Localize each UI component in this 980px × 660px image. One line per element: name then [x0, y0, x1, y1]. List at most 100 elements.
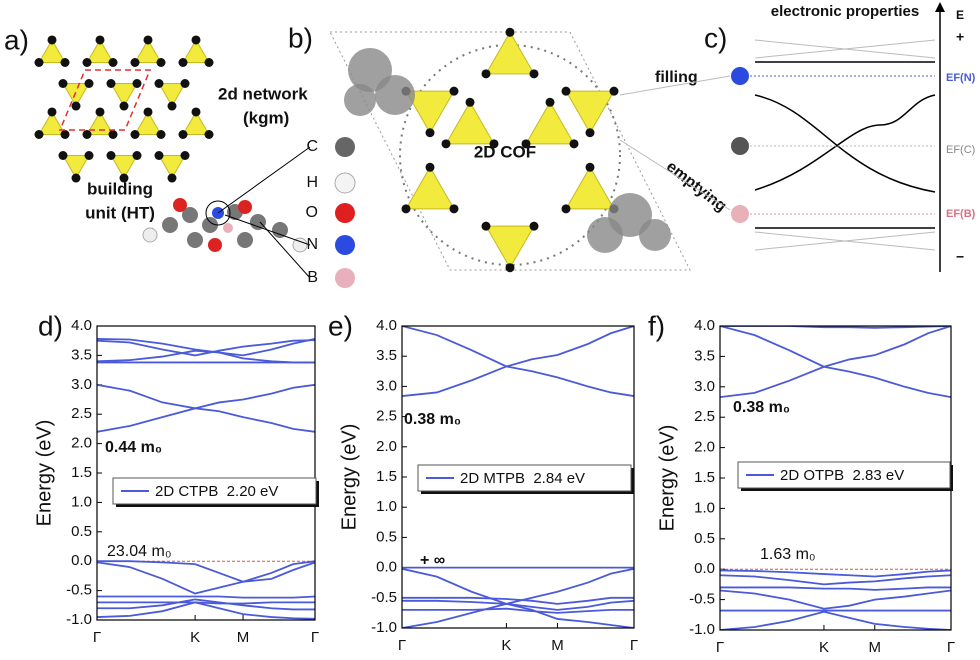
- band-line: [97, 407, 315, 433]
- vertex: [84, 78, 94, 88]
- vertex: [529, 221, 539, 231]
- panel-label: d): [38, 310, 63, 341]
- bands: [402, 326, 634, 628]
- panel-label: e): [328, 310, 353, 341]
- vertex: [84, 150, 94, 160]
- y-tick-label: 4.0: [71, 317, 92, 334]
- triangle: [62, 82, 90, 108]
- band-line: [402, 326, 634, 397]
- annotation: 0.38 m₀: [733, 399, 790, 416]
- x-tick-label: M: [551, 637, 564, 654]
- triangle: [565, 90, 615, 134]
- bands: [720, 326, 951, 630]
- triangle: [86, 110, 114, 136]
- vertex: [71, 173, 81, 183]
- y-axis-label: Energy (eV): [656, 425, 678, 532]
- vertex: [132, 78, 142, 88]
- legend-label: 2D CTPB 2.20 eV: [155, 483, 278, 500]
- vertex: [204, 58, 214, 68]
- y-tick-label: 0.5: [71, 523, 92, 540]
- vertex: [545, 97, 555, 107]
- vertex: [505, 263, 515, 273]
- x-tick-label: K: [501, 637, 511, 654]
- vertex: [191, 107, 201, 117]
- vertex: [34, 58, 44, 68]
- x-tick-label: Γ: [93, 629, 101, 646]
- arrow-head: [935, 2, 945, 12]
- vertex: [191, 35, 201, 45]
- y-tick-label: 3.5: [694, 347, 715, 364]
- y-tick-label: 1.5: [71, 464, 92, 481]
- schematic-bands: [750, 39, 936, 251]
- vertex: [130, 58, 140, 68]
- band-line: [720, 326, 951, 399]
- emptying-label: emptying: [663, 158, 730, 215]
- axis-plus: +: [956, 29, 964, 45]
- y-tick-label: -0.5: [689, 591, 715, 608]
- vertex: [132, 150, 142, 160]
- vertex: [143, 107, 153, 117]
- y-tick-label: 0.0: [71, 552, 92, 569]
- triangle: [110, 154, 138, 180]
- y-tick-label: 0.5: [694, 530, 715, 547]
- triangle: [405, 90, 455, 134]
- y-tick-label: -1.0: [371, 619, 397, 636]
- panel-label: c): [704, 22, 727, 53]
- band-line: [402, 326, 634, 397]
- y-tick-label: 2.0: [71, 435, 92, 452]
- unit-cell: [58, 69, 152, 131]
- band-line: [402, 596, 634, 605]
- vertex: [585, 128, 595, 138]
- arrow: [619, 139, 731, 211]
- triangle: [158, 82, 186, 108]
- band-line: [720, 326, 951, 329]
- band-line: [97, 595, 315, 599]
- vertex: [58, 78, 68, 88]
- annotation: 23.04 m₀: [107, 543, 171, 560]
- vertex: [143, 35, 153, 45]
- y-tick-label: 2.5: [376, 408, 397, 425]
- x-tick-label: K: [190, 629, 200, 646]
- atom-icon: [335, 235, 355, 255]
- vertex: [481, 221, 491, 231]
- vertex: [489, 139, 499, 149]
- band-line: [97, 561, 315, 595]
- y-tick-label: 1.5: [694, 469, 715, 486]
- annotation: 1.63 m₀: [760, 546, 816, 563]
- triangle: [525, 101, 575, 145]
- vertex: [47, 35, 57, 45]
- band-line: [402, 602, 634, 628]
- plot-frame: [96, 325, 316, 621]
- band-line: [97, 383, 315, 410]
- vertex: [119, 101, 129, 111]
- vertex: [156, 58, 166, 68]
- triangle: [134, 110, 162, 136]
- x-tick-label: Γ: [630, 637, 638, 654]
- level-label: EF(B): [946, 208, 976, 220]
- vertex: [95, 107, 105, 117]
- vertex: [82, 58, 92, 68]
- band-line: [720, 569, 951, 578]
- band-line: [720, 589, 951, 610]
- pore-circle: [399, 44, 621, 266]
- triangle: [158, 154, 186, 180]
- atom-label: H: [306, 174, 318, 191]
- filling-label: filling: [655, 69, 698, 86]
- vertex: [130, 130, 140, 140]
- band-line: [402, 607, 634, 614]
- vertex: [401, 204, 411, 214]
- y-tick-label: 3.5: [376, 347, 397, 364]
- vertex: [505, 27, 515, 37]
- legend-label: 2D OTPB 2.83 eV: [780, 467, 904, 484]
- band-line: [97, 349, 315, 364]
- x-tick-label: M: [237, 629, 250, 646]
- vertex: [465, 97, 475, 107]
- axis-label: E: [956, 8, 964, 22]
- y-tick-label: 2.5: [694, 408, 715, 425]
- y-axis-label: Energy (eV): [338, 424, 360, 531]
- triangle: [182, 110, 210, 136]
- band-line: [720, 326, 951, 399]
- level-label: EF(N): [946, 72, 976, 84]
- triangle: [134, 38, 162, 64]
- vertex: [449, 86, 459, 96]
